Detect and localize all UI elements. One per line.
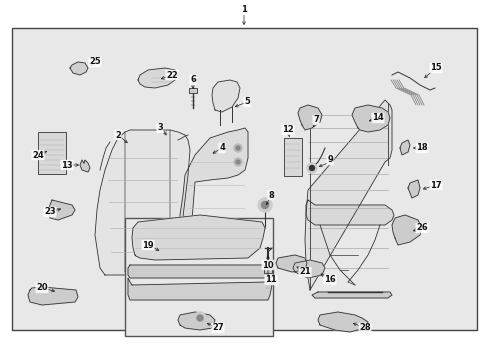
Text: 9: 9 xyxy=(326,156,332,165)
Text: 7: 7 xyxy=(312,116,318,125)
Bar xyxy=(189,88,197,93)
Polygon shape xyxy=(132,215,264,260)
Polygon shape xyxy=(399,140,409,155)
Circle shape xyxy=(306,163,316,173)
Bar xyxy=(125,218,272,336)
Text: 14: 14 xyxy=(371,113,383,122)
Text: 22: 22 xyxy=(166,71,178,80)
Bar xyxy=(12,28,476,330)
Polygon shape xyxy=(275,255,306,272)
Polygon shape xyxy=(178,128,247,270)
Polygon shape xyxy=(212,80,240,112)
Polygon shape xyxy=(138,68,178,88)
Polygon shape xyxy=(407,180,419,198)
Text: 8: 8 xyxy=(267,190,273,199)
Polygon shape xyxy=(80,160,90,172)
Text: 10: 10 xyxy=(262,261,273,270)
Text: 6: 6 xyxy=(190,76,196,85)
Polygon shape xyxy=(28,287,78,305)
Polygon shape xyxy=(292,260,325,278)
Circle shape xyxy=(236,160,240,164)
Text: 3: 3 xyxy=(157,123,163,132)
Polygon shape xyxy=(95,130,190,275)
Circle shape xyxy=(258,198,271,212)
Circle shape xyxy=(234,158,242,166)
Text: 28: 28 xyxy=(359,324,370,333)
Text: 5: 5 xyxy=(244,98,249,107)
Circle shape xyxy=(197,315,203,321)
Text: 4: 4 xyxy=(219,144,224,153)
Text: 1: 1 xyxy=(241,5,246,14)
Circle shape xyxy=(194,312,205,324)
Text: 17: 17 xyxy=(429,180,441,189)
Text: 20: 20 xyxy=(36,284,48,292)
Text: 16: 16 xyxy=(324,275,335,284)
Polygon shape xyxy=(297,105,321,130)
Circle shape xyxy=(236,146,240,150)
Polygon shape xyxy=(178,312,215,330)
Text: 18: 18 xyxy=(415,144,427,153)
Text: 12: 12 xyxy=(282,126,293,135)
Polygon shape xyxy=(305,100,391,290)
Text: 19: 19 xyxy=(142,240,154,249)
Polygon shape xyxy=(351,105,389,132)
Bar xyxy=(38,132,66,174)
Circle shape xyxy=(234,144,242,152)
Bar xyxy=(284,138,302,176)
Text: 27: 27 xyxy=(212,324,224,333)
Polygon shape xyxy=(317,312,367,332)
Polygon shape xyxy=(391,215,421,245)
Circle shape xyxy=(309,166,314,171)
Circle shape xyxy=(261,202,268,208)
Text: 2: 2 xyxy=(115,130,121,139)
Text: 21: 21 xyxy=(299,267,310,276)
Text: 24: 24 xyxy=(32,150,44,159)
Polygon shape xyxy=(70,62,88,75)
Text: 25: 25 xyxy=(89,58,101,67)
Text: 13: 13 xyxy=(61,161,73,170)
Text: 15: 15 xyxy=(429,63,441,72)
Polygon shape xyxy=(48,200,75,220)
Text: 26: 26 xyxy=(415,224,427,233)
Polygon shape xyxy=(311,292,391,298)
Polygon shape xyxy=(128,265,267,278)
Bar xyxy=(264,268,271,273)
Polygon shape xyxy=(305,200,393,225)
Text: 23: 23 xyxy=(44,207,56,216)
Text: 11: 11 xyxy=(264,275,276,284)
Polygon shape xyxy=(128,278,271,300)
